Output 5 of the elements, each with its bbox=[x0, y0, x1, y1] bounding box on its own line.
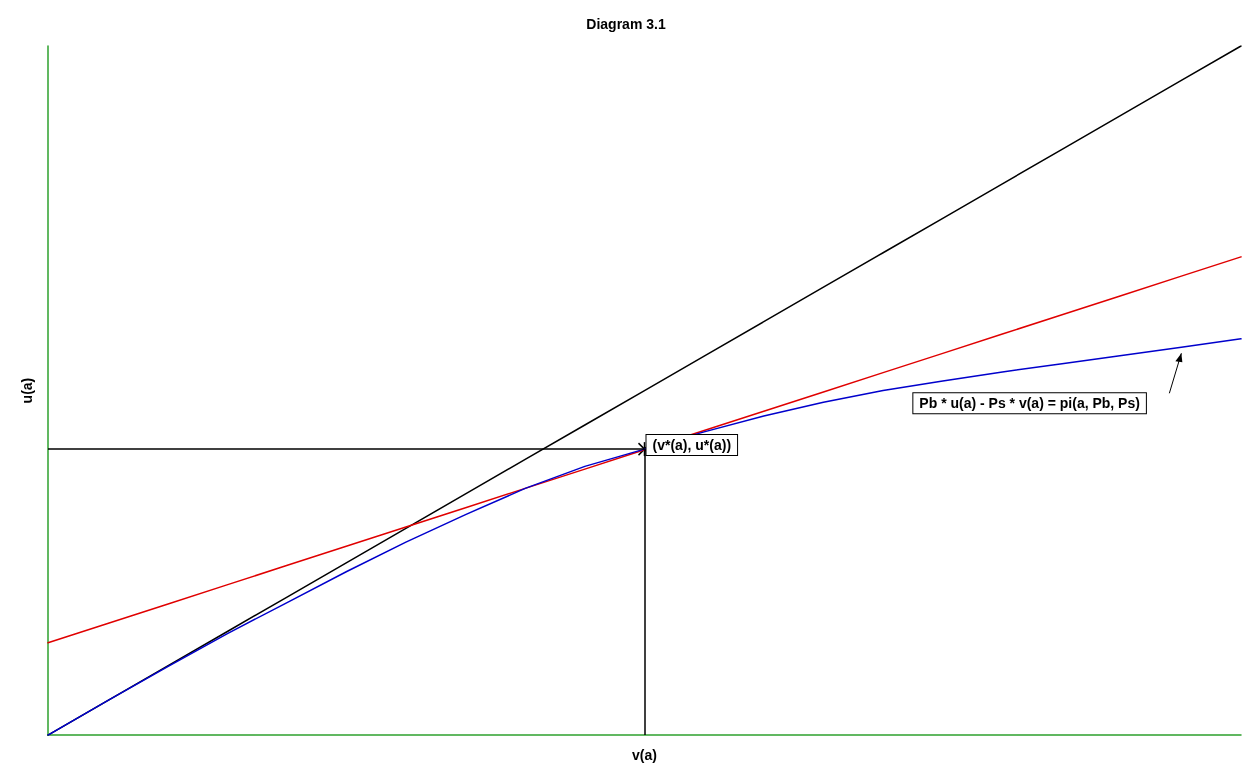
annotation: Pb * u(a) - Ps * v(a) = pi(a, Pb, Ps) bbox=[919, 395, 1140, 412]
chart-title: Diagram 3.1 bbox=[586, 16, 666, 32]
annotation: (v*(a), u*(a)) bbox=[652, 437, 732, 454]
x-axis-title: v(a) bbox=[632, 747, 657, 763]
y-axis-title: u(a) bbox=[19, 377, 35, 404]
